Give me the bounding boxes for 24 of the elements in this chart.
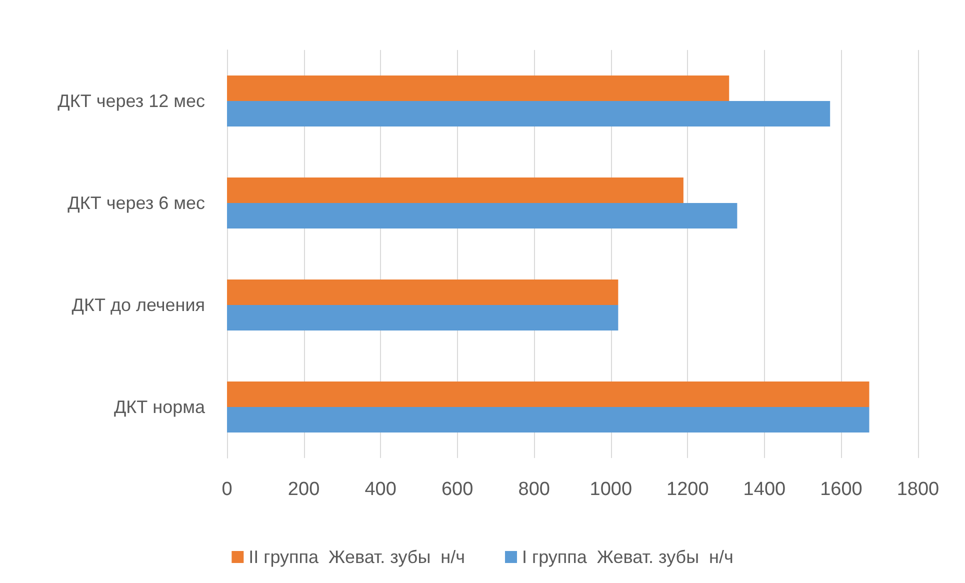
bar (227, 280, 618, 305)
y-tick-label: ДКТ до лечения (72, 295, 205, 315)
legend-label: II группа Жеват. зубы н/ч (248, 547, 465, 567)
bar (227, 178, 684, 203)
x-tick-label: 600 (441, 479, 474, 500)
x-tick-label: 1600 (820, 479, 862, 500)
legend-label: I группа Жеват. зубы н/ч (522, 547, 734, 567)
x-tick-label: 800 (518, 479, 550, 500)
x-tick-label: 1800 (896, 479, 940, 500)
y-tick-label: ДКТ через 12 мес (58, 91, 205, 111)
x-tick-label: 0 (222, 479, 232, 500)
y-tick-label: ДКТ через 6 мес (68, 193, 205, 213)
x-tick-label: 1200 (666, 479, 709, 500)
x-tick-label: 200 (288, 479, 320, 500)
bar (227, 305, 618, 330)
bar (227, 382, 870, 407)
bar (227, 407, 870, 432)
x-tick-label: 1400 (743, 479, 786, 500)
x-tick-label: 1000 (590, 479, 632, 500)
bar (227, 76, 730, 101)
y-tick-label: ДКТ норма (114, 397, 206, 417)
bar (227, 101, 830, 126)
x-tick-label: 400 (364, 479, 396, 500)
bar (227, 203, 738, 228)
